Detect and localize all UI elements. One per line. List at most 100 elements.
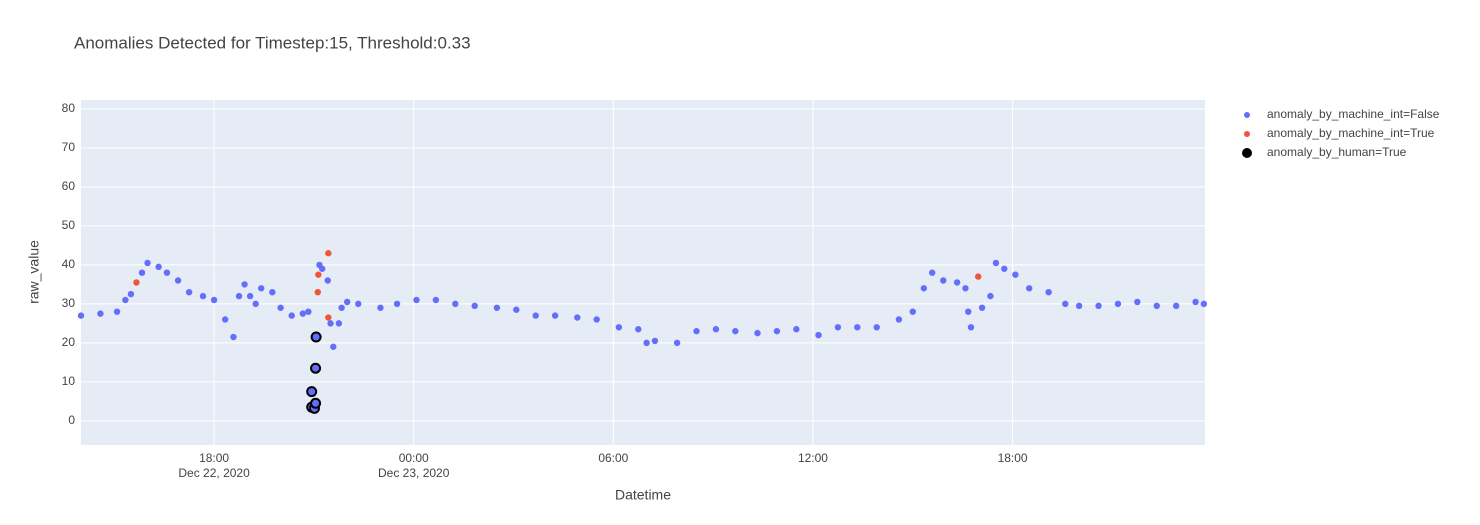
legend-label[interactable]: anomaly_by_machine_int=True	[1267, 126, 1435, 140]
point	[1062, 300, 1069, 308]
point	[928, 269, 936, 276]
point	[288, 312, 295, 319]
x-tick-label: 06:00	[598, 451, 628, 465]
point	[246, 292, 254, 300]
point	[122, 296, 129, 304]
point	[138, 269, 146, 276]
x-tick-label: 12:00	[798, 451, 828, 465]
point	[967, 324, 975, 331]
plot-area	[81, 100, 1205, 445]
y-tick-label: 80	[62, 101, 76, 115]
point	[241, 281, 248, 288]
point	[314, 288, 321, 296]
point	[113, 308, 121, 315]
legend: anomaly_by_machine_int=False anomaly_by_m…	[1242, 107, 1440, 159]
point	[97, 310, 104, 317]
point	[920, 285, 928, 292]
point	[1172, 302, 1180, 310]
point	[155, 263, 162, 271]
point	[230, 333, 237, 341]
point	[793, 326, 800, 333]
point	[452, 300, 459, 308]
point	[551, 312, 559, 319]
point	[185, 288, 193, 296]
marks	[77, 250, 1208, 414]
point	[574, 314, 581, 321]
point	[324, 277, 331, 284]
point	[133, 279, 140, 286]
x-tick-date: Dec 23, 2020	[378, 466, 450, 480]
point	[319, 265, 326, 272]
point	[1200, 300, 1208, 308]
human-anomaly-point	[310, 362, 322, 374]
point	[895, 316, 903, 323]
x-tick-label: 18:00	[199, 451, 229, 465]
y-tick-label: 30	[62, 296, 76, 310]
point	[299, 310, 307, 317]
point	[643, 339, 650, 347]
y-tick-label: 10	[62, 374, 76, 388]
point	[338, 304, 345, 311]
point	[815, 331, 822, 339]
point	[413, 296, 420, 304]
point	[754, 329, 761, 337]
point	[953, 279, 961, 286]
point	[377, 304, 384, 311]
point	[532, 312, 539, 319]
point	[712, 326, 720, 333]
point	[834, 324, 842, 331]
x-axis-title: Datetime	[615, 487, 671, 503]
point	[77, 312, 85, 319]
legend-label[interactable]: anomaly_by_machine_int=False	[1267, 107, 1440, 121]
y-tick-label: 70	[62, 140, 76, 154]
point	[651, 337, 659, 345]
y-tick-label: 60	[62, 179, 76, 193]
point	[513, 306, 520, 313]
y-tick-label: 0	[68, 413, 75, 427]
point	[432, 296, 440, 304]
point	[163, 269, 171, 276]
point	[335, 320, 343, 327]
point	[1012, 271, 1019, 278]
point	[355, 300, 362, 308]
point	[471, 302, 478, 310]
point	[1114, 300, 1122, 308]
point	[854, 324, 861, 331]
y-tick-label: 50	[62, 218, 76, 232]
point	[325, 250, 332, 257]
point	[987, 292, 994, 300]
point	[330, 343, 337, 350]
point	[315, 271, 322, 278]
x-tick-label: 00:00	[399, 451, 429, 465]
point	[1026, 285, 1033, 292]
point	[305, 308, 312, 315]
point	[1134, 298, 1141, 306]
point	[635, 326, 642, 333]
point	[277, 304, 284, 311]
legend-marker	[1242, 148, 1252, 158]
y-tick-label: 20	[62, 335, 76, 349]
point	[199, 292, 207, 300]
y-axis-title: raw_value	[26, 240, 42, 304]
point	[343, 298, 351, 306]
legend-marker	[1244, 112, 1250, 118]
y-tick-label: 40	[62, 257, 76, 271]
point	[258, 285, 265, 292]
point	[1192, 298, 1199, 306]
point	[940, 277, 947, 284]
point	[493, 304, 501, 311]
point	[593, 316, 600, 323]
point	[965, 308, 972, 315]
point	[325, 314, 332, 321]
point	[1095, 302, 1102, 310]
point	[978, 304, 986, 311]
point	[127, 290, 135, 298]
legend-label[interactable]: anomaly_by_human=True	[1267, 145, 1407, 159]
point	[909, 308, 916, 315]
point	[962, 285, 969, 292]
human-anomaly-point	[310, 397, 322, 409]
point	[269, 288, 276, 296]
point	[1075, 302, 1083, 310]
point	[615, 324, 623, 331]
